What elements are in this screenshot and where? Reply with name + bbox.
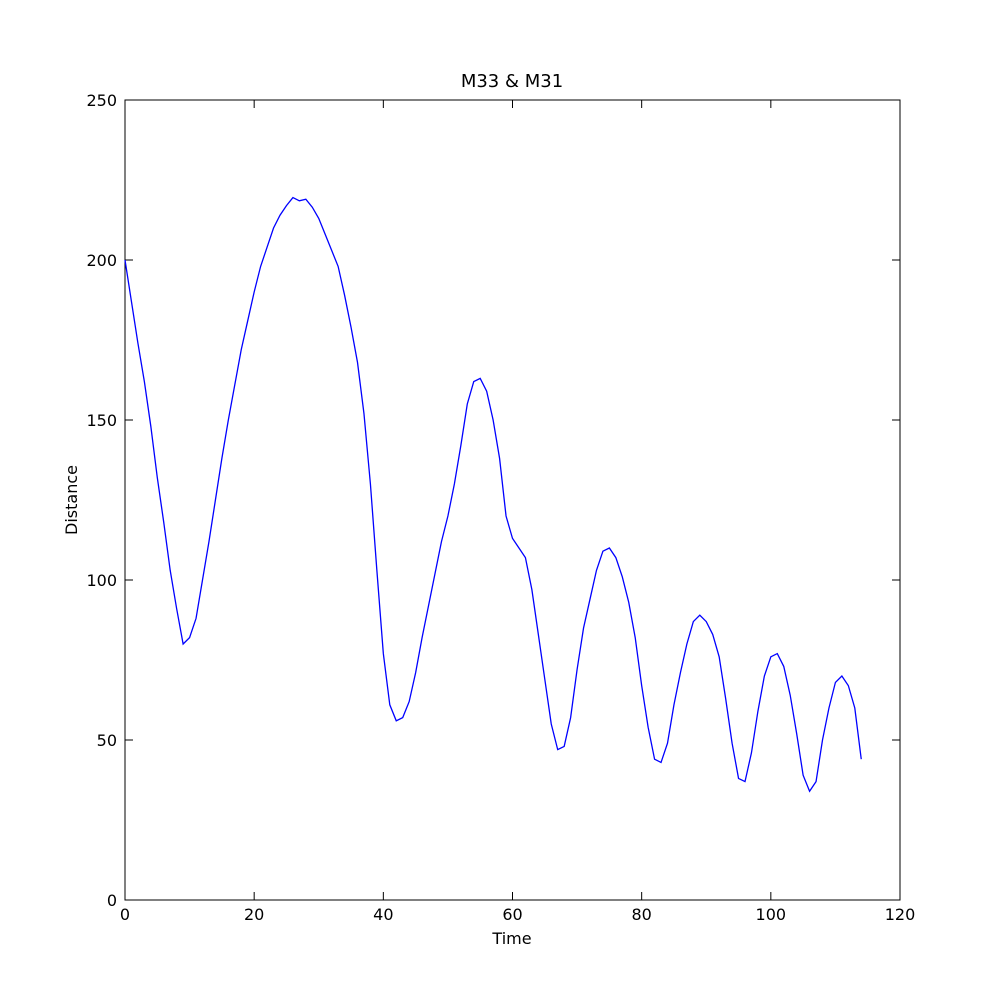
- y-tick-label: 100: [86, 571, 117, 590]
- x-tick-label: 0: [120, 905, 130, 924]
- x-axis-label: Time: [491, 929, 531, 948]
- x-tick-label: 120: [885, 905, 916, 924]
- x-tick-label: 20: [244, 905, 264, 924]
- x-tick-label: 80: [631, 905, 651, 924]
- y-tick-label: 200: [86, 251, 117, 270]
- y-tick-label: 150: [86, 411, 117, 430]
- y-axis-label: Distance: [62, 465, 81, 535]
- y-tick-label: 0: [107, 891, 117, 910]
- x-tick-label: 60: [502, 905, 522, 924]
- data-line: [124, 196, 862, 793]
- y-tick-label: 250: [86, 91, 117, 110]
- x-tick-label: 40: [373, 905, 393, 924]
- plot-frame: [124, 99, 901, 901]
- x-tick-label: 100: [756, 905, 787, 924]
- y-tick-label: 50: [97, 731, 117, 750]
- chart-title: M33 & M31: [461, 71, 563, 92]
